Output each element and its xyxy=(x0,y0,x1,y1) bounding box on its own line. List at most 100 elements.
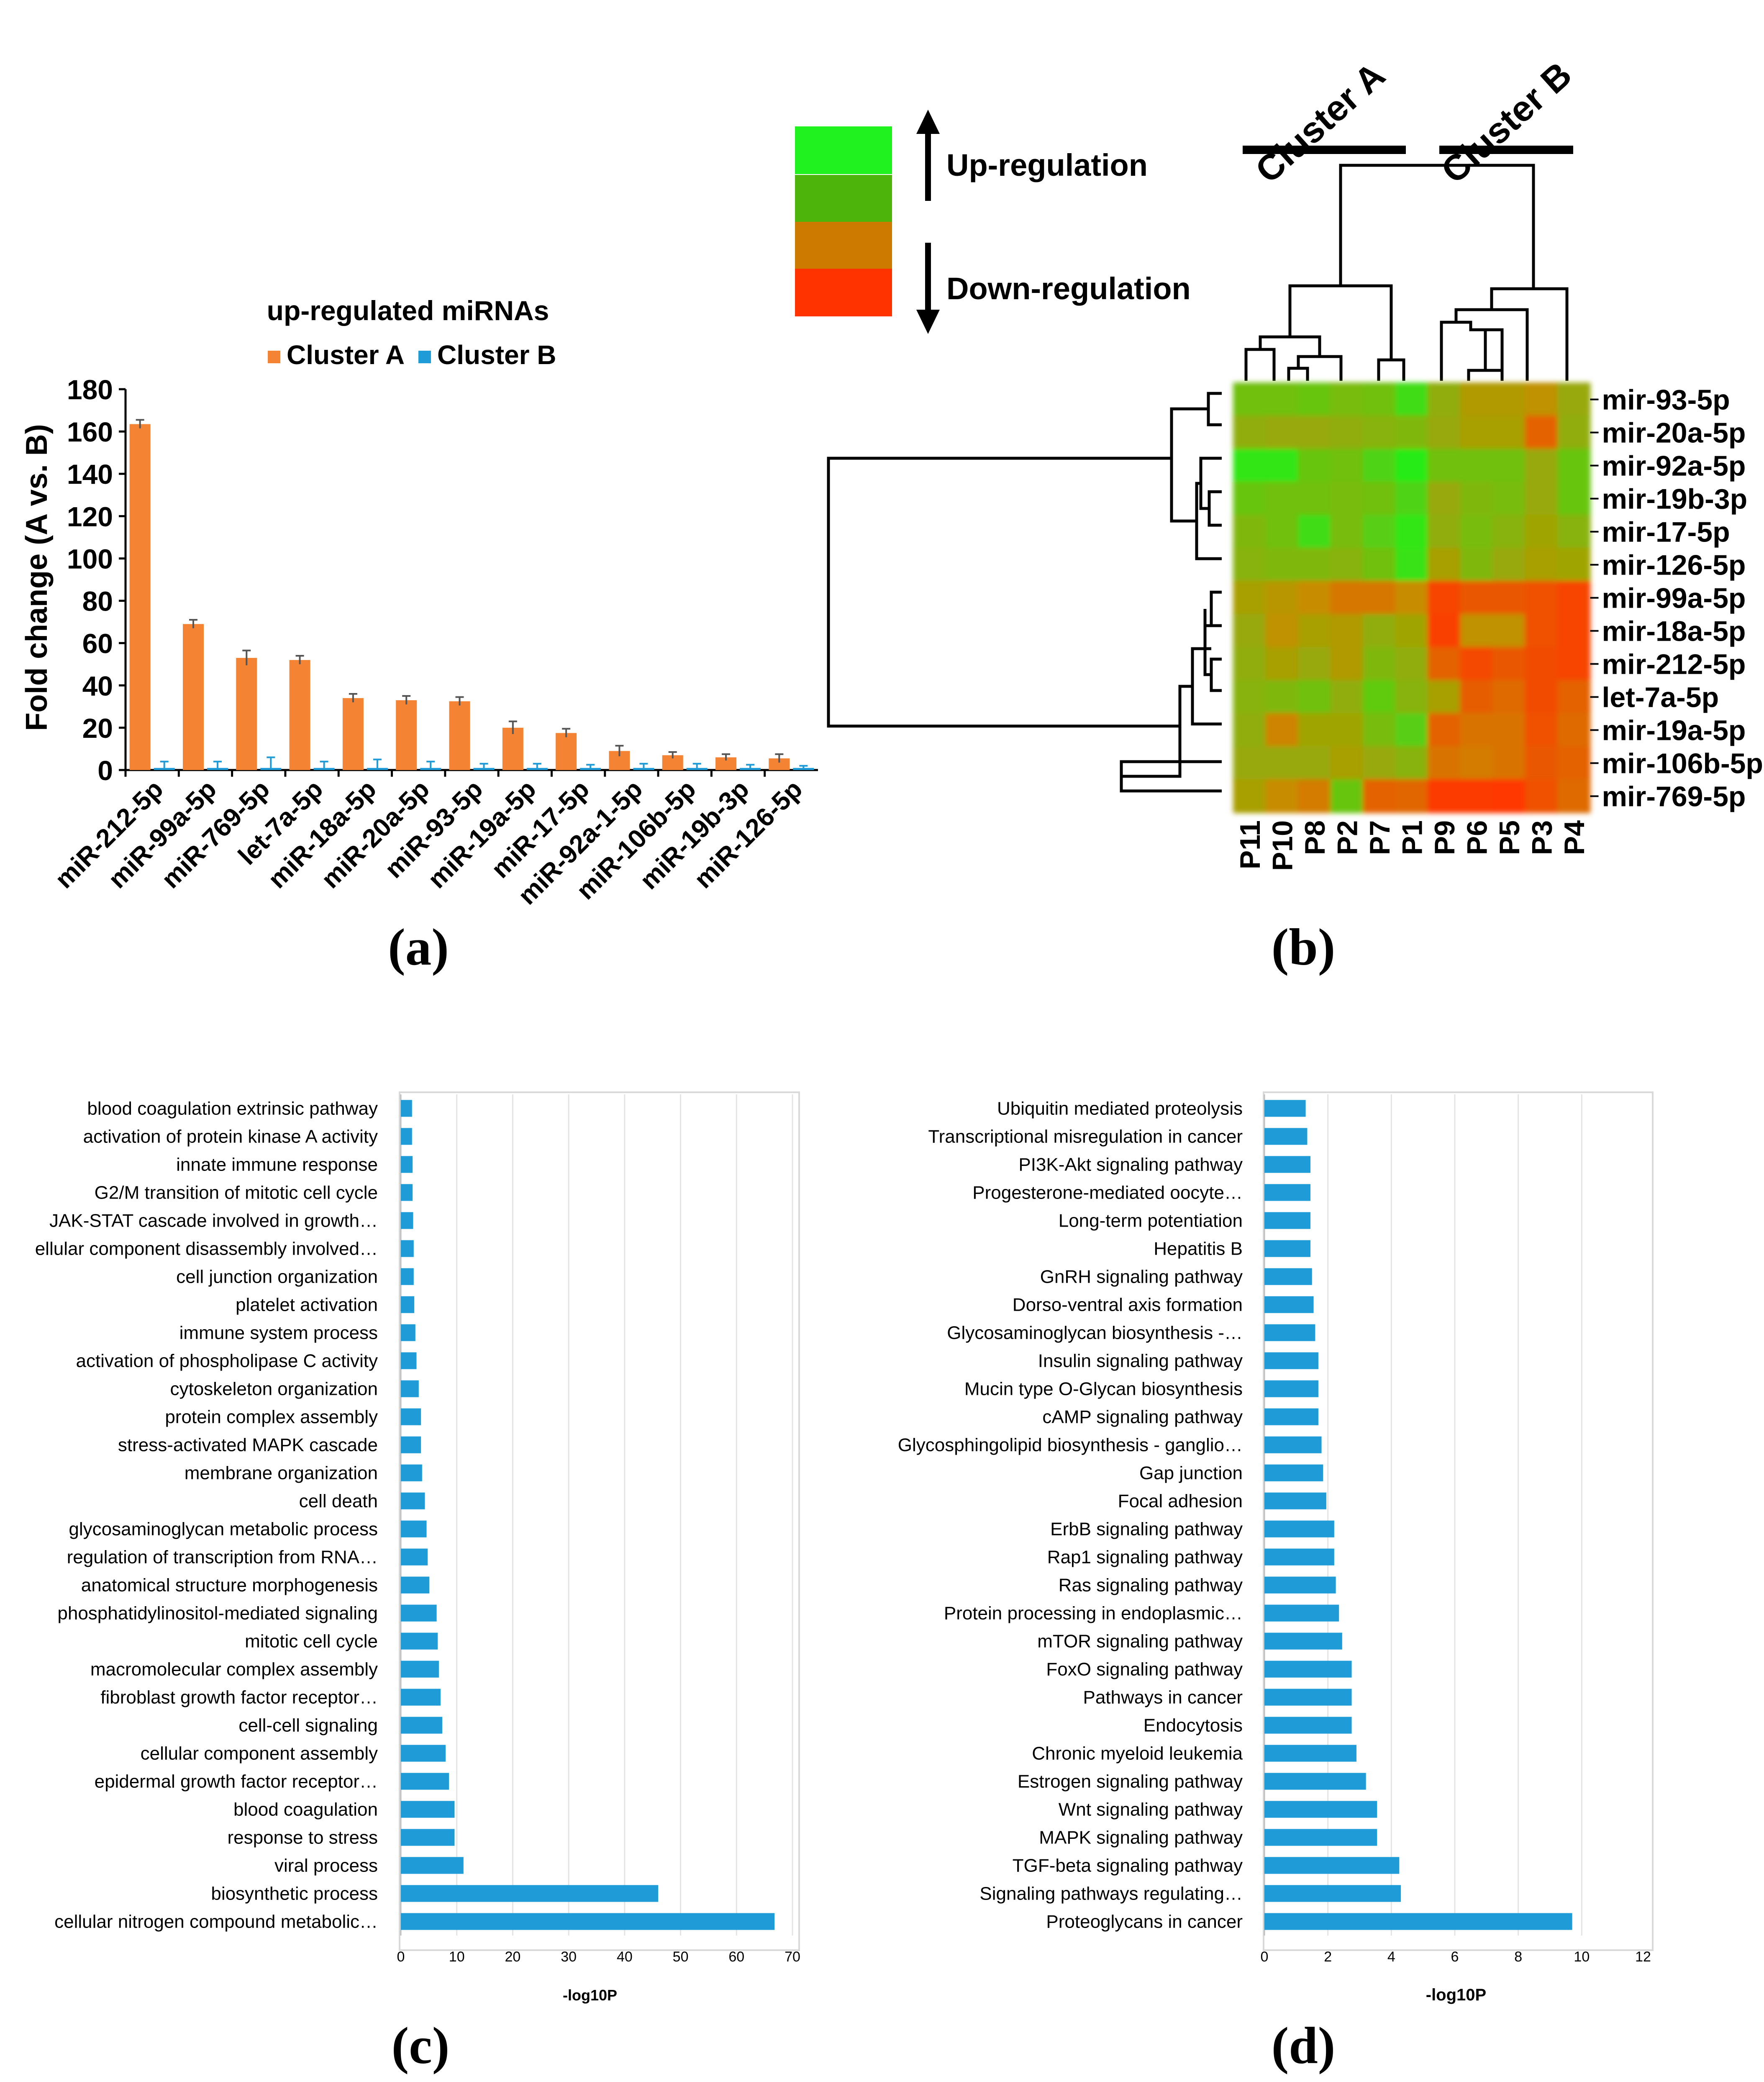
category-label: mTOR signaling pathway xyxy=(1037,1631,1243,1652)
heatmap-cell-mir-99a-5p-P4 xyxy=(1557,581,1591,615)
chart-c-gridlines xyxy=(400,1094,793,1936)
heatmap-cell-mir-93-5p-P9 xyxy=(1428,383,1461,416)
bar-Endocytosis xyxy=(1264,1717,1352,1734)
heatmap-cells xyxy=(1233,383,1591,813)
chart-a-x-tick-labels: miR-212-5pmiR-99a-5pmiR-769-5plet-7a-5pm… xyxy=(49,775,808,910)
category-label: stress-activated MAPK cascade xyxy=(118,1435,378,1456)
chart-d-gridlines xyxy=(1264,1094,1582,1936)
heatmap-cell-let-7a-5p-P6 xyxy=(1460,680,1493,714)
bar-viral process xyxy=(401,1857,464,1874)
bar-cluster-a-miR-20a-5p xyxy=(396,700,417,770)
bar-Estrogen signaling pathway xyxy=(1264,1773,1366,1790)
chart-a-y-tick-labels: 0 20 40 60 80 100 120 140 160 180 xyxy=(67,374,113,786)
down-arrow-icon xyxy=(916,243,940,334)
bar-FoxO signaling pathway xyxy=(1264,1661,1352,1678)
heatmap-cell-mir-99a-5p-P1 xyxy=(1395,581,1428,615)
legend-swatch xyxy=(795,126,892,174)
heatmap-cell-mir-212-5p-P9 xyxy=(1428,647,1461,681)
heatmap-cell-mir-19a-5p-P11 xyxy=(1233,713,1267,747)
heatmap-cell-mir-18a-5p-P7 xyxy=(1363,614,1396,648)
bar-cluster-a-miR-17-5p xyxy=(556,733,577,770)
bar-mitotic cell cycle xyxy=(401,1633,438,1650)
bar-Signaling pathways regulating… xyxy=(1264,1885,1401,1902)
heatmap-cell-let-7a-5p-P1 xyxy=(1395,680,1428,714)
heatmap-cell-mir-17-5p-P4 xyxy=(1557,515,1591,549)
heatmap-cell-mir-769-5p-P4 xyxy=(1557,779,1591,813)
heatmap-cell-mir-769-5p-P5 xyxy=(1492,779,1526,813)
x-tick-label: 10 xyxy=(449,1949,465,1965)
heatmap-cell-let-7a-5p-P7 xyxy=(1363,680,1396,714)
heatmap-cell-mir-126-5p-P3 xyxy=(1525,548,1558,582)
heatmap-cell-mir-212-5p-P5 xyxy=(1492,647,1526,681)
category-label: blood coagulation xyxy=(233,1800,378,1820)
column-label: P1 xyxy=(1396,820,1428,855)
heatmap-cell-mir-99a-5p-P8 xyxy=(1298,581,1331,615)
bar-PI3K-Akt signaling pathway xyxy=(1264,1156,1310,1173)
bar-cluster-a-miR-18a-5p xyxy=(342,698,364,770)
heatmap-cell-mir-18a-5p-P5 xyxy=(1492,614,1526,648)
heatmap-cell-mir-99a-5p-P5 xyxy=(1492,581,1526,615)
heatmap-cell-mir-212-5p-P8 xyxy=(1298,647,1331,681)
category-label: FoxO signaling pathway xyxy=(1046,1659,1243,1680)
legend-label: Cluster A xyxy=(287,340,405,370)
bar-fibroblast growth factor receptor… xyxy=(401,1689,441,1706)
bar-platelet activation xyxy=(401,1296,415,1313)
bar-cluster-a-miR-99a-5p xyxy=(182,624,204,770)
category-label: ErbB signaling pathway xyxy=(1050,1519,1243,1540)
heatmap-cell-mir-19a-5p-P5 xyxy=(1492,713,1526,747)
chart-c-frame xyxy=(399,1091,800,1951)
heatmap-cell-mir-106b-5p-P1 xyxy=(1395,746,1428,780)
chart-c-category-labels: blood coagulation extrinsic pathway activ… xyxy=(35,1099,378,1932)
heatmap-row-labels: mir-93-5pmir-20a-5pmir-92a-5pmir-19b-3pm… xyxy=(1590,384,1763,813)
bar-cell death xyxy=(401,1492,425,1510)
category-label: Wnt signaling pathway xyxy=(1059,1800,1243,1820)
category-label: activation of phospholipase C activity xyxy=(76,1351,378,1371)
bar-cluster-a-let-7a-5p xyxy=(289,660,310,770)
x-tick-label: 0 xyxy=(1261,1949,1269,1965)
heatmap-cell-mir-93-5p-P11 xyxy=(1233,383,1267,416)
heatmap-cell-mir-17-5p-P3 xyxy=(1525,515,1558,549)
x-tick-label: 12 xyxy=(1635,1949,1651,1965)
heatmap-cell-mir-19b-3p-P9 xyxy=(1428,482,1461,516)
legend-swatch-cluster-b xyxy=(418,351,431,363)
heatmap-cell-mir-106b-5p-P10 xyxy=(1265,746,1299,780)
heatmap-cell-mir-19b-3p-P3 xyxy=(1525,482,1558,516)
heatmap-cell-mir-18a-5p-P3 xyxy=(1525,614,1558,648)
bar-cytoskeleton organization xyxy=(401,1380,419,1397)
heatmap-cell-mir-17-5p-P11 xyxy=(1233,515,1267,549)
heatmap-cell-mir-212-5p-P2 xyxy=(1330,647,1364,681)
heatmap-cell-mir-769-5p-P6 xyxy=(1460,779,1493,813)
category-label: Proteoglycans in cancer xyxy=(1046,1912,1243,1932)
heatmap-cell-mir-93-5p-P10 xyxy=(1265,383,1299,416)
heatmap-cell-mir-19b-3p-P5 xyxy=(1492,482,1526,516)
legend-up-regulation-label: Up-regulation xyxy=(946,148,1148,182)
bar-Protein processing in endoplasmic… xyxy=(1264,1605,1339,1622)
category-label: phosphatidylinositol-mediated signaling xyxy=(57,1603,378,1624)
heatmap-cell-mir-18a-5p-P6 xyxy=(1460,614,1493,648)
bar-cluster-a-miR-93-5p xyxy=(449,701,470,770)
category-label: Endocytosis xyxy=(1144,1715,1243,1736)
heatmap-cell-mir-106b-5p-P11 xyxy=(1233,746,1267,780)
heatmap-cell-mir-17-5p-P2 xyxy=(1330,515,1364,549)
x-tick-label: 60 xyxy=(728,1949,744,1965)
row-label: mir-769-5p xyxy=(1602,781,1746,813)
category-label: G2/M transition of mitotic cell cycle xyxy=(95,1183,378,1203)
y-tick-label: 120 xyxy=(67,501,113,532)
heatmap-cell-mir-769-5p-P2 xyxy=(1330,779,1364,813)
panel-label-c: (c) xyxy=(392,2017,450,2075)
y-tick-label: 140 xyxy=(67,459,113,490)
category-label: ellular component disassembly involved… xyxy=(35,1239,378,1259)
heatmap-cell-mir-126-5p-P7 xyxy=(1363,548,1396,582)
bar-blood coagulation extrinsic pathway xyxy=(401,1100,412,1117)
category-label: epidermal growth factor receptor… xyxy=(95,1771,378,1792)
bar-macromolecular complex assembly xyxy=(401,1661,439,1678)
bar-phosphatidylinositol-mediated signaling xyxy=(401,1605,437,1622)
bar-innate immune response xyxy=(401,1156,413,1173)
column-label: P7 xyxy=(1364,820,1396,855)
column-label: P4 xyxy=(1559,820,1590,855)
heatmap-cell-mir-769-5p-P1 xyxy=(1395,779,1428,813)
bar-cluster-a-miR-769-5p xyxy=(236,658,257,770)
heatmap-cell-mir-19b-3p-P1 xyxy=(1395,482,1428,516)
heatmap-cell-mir-769-5p-P10 xyxy=(1265,779,1299,813)
